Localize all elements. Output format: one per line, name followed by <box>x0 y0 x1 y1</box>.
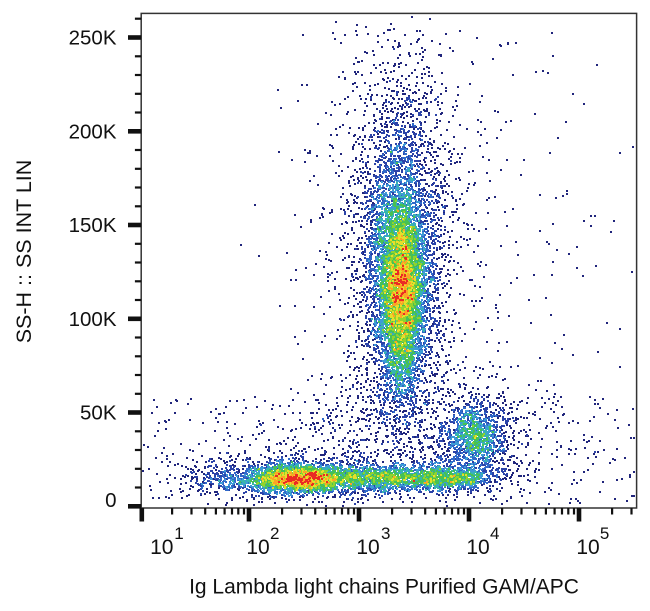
svg-text:50K: 50K <box>80 402 117 425</box>
svg-text:4: 4 <box>490 524 499 543</box>
svg-text:2: 2 <box>270 524 279 543</box>
svg-text:200K: 200K <box>69 120 117 143</box>
svg-text:Ig Lambda light chains Purifie: Ig Lambda light chains Purified GAM/APC <box>189 576 579 599</box>
svg-text:0: 0 <box>105 489 116 512</box>
svg-text:250K: 250K <box>69 27 117 50</box>
svg-text:1: 1 <box>174 524 183 543</box>
svg-text:SS-H :: SS INT LIN: SS-H :: SS INT LIN <box>12 160 36 344</box>
svg-text:150K: 150K <box>69 214 117 237</box>
svg-text:10: 10 <box>576 536 599 559</box>
svg-text:3: 3 <box>381 524 390 543</box>
svg-text:5: 5 <box>600 524 609 543</box>
svg-text:100K: 100K <box>69 308 117 331</box>
svg-text:10: 10 <box>246 536 269 559</box>
svg-text:10: 10 <box>356 536 379 559</box>
svg-text:10: 10 <box>466 536 489 559</box>
svg-text:10: 10 <box>150 536 173 559</box>
